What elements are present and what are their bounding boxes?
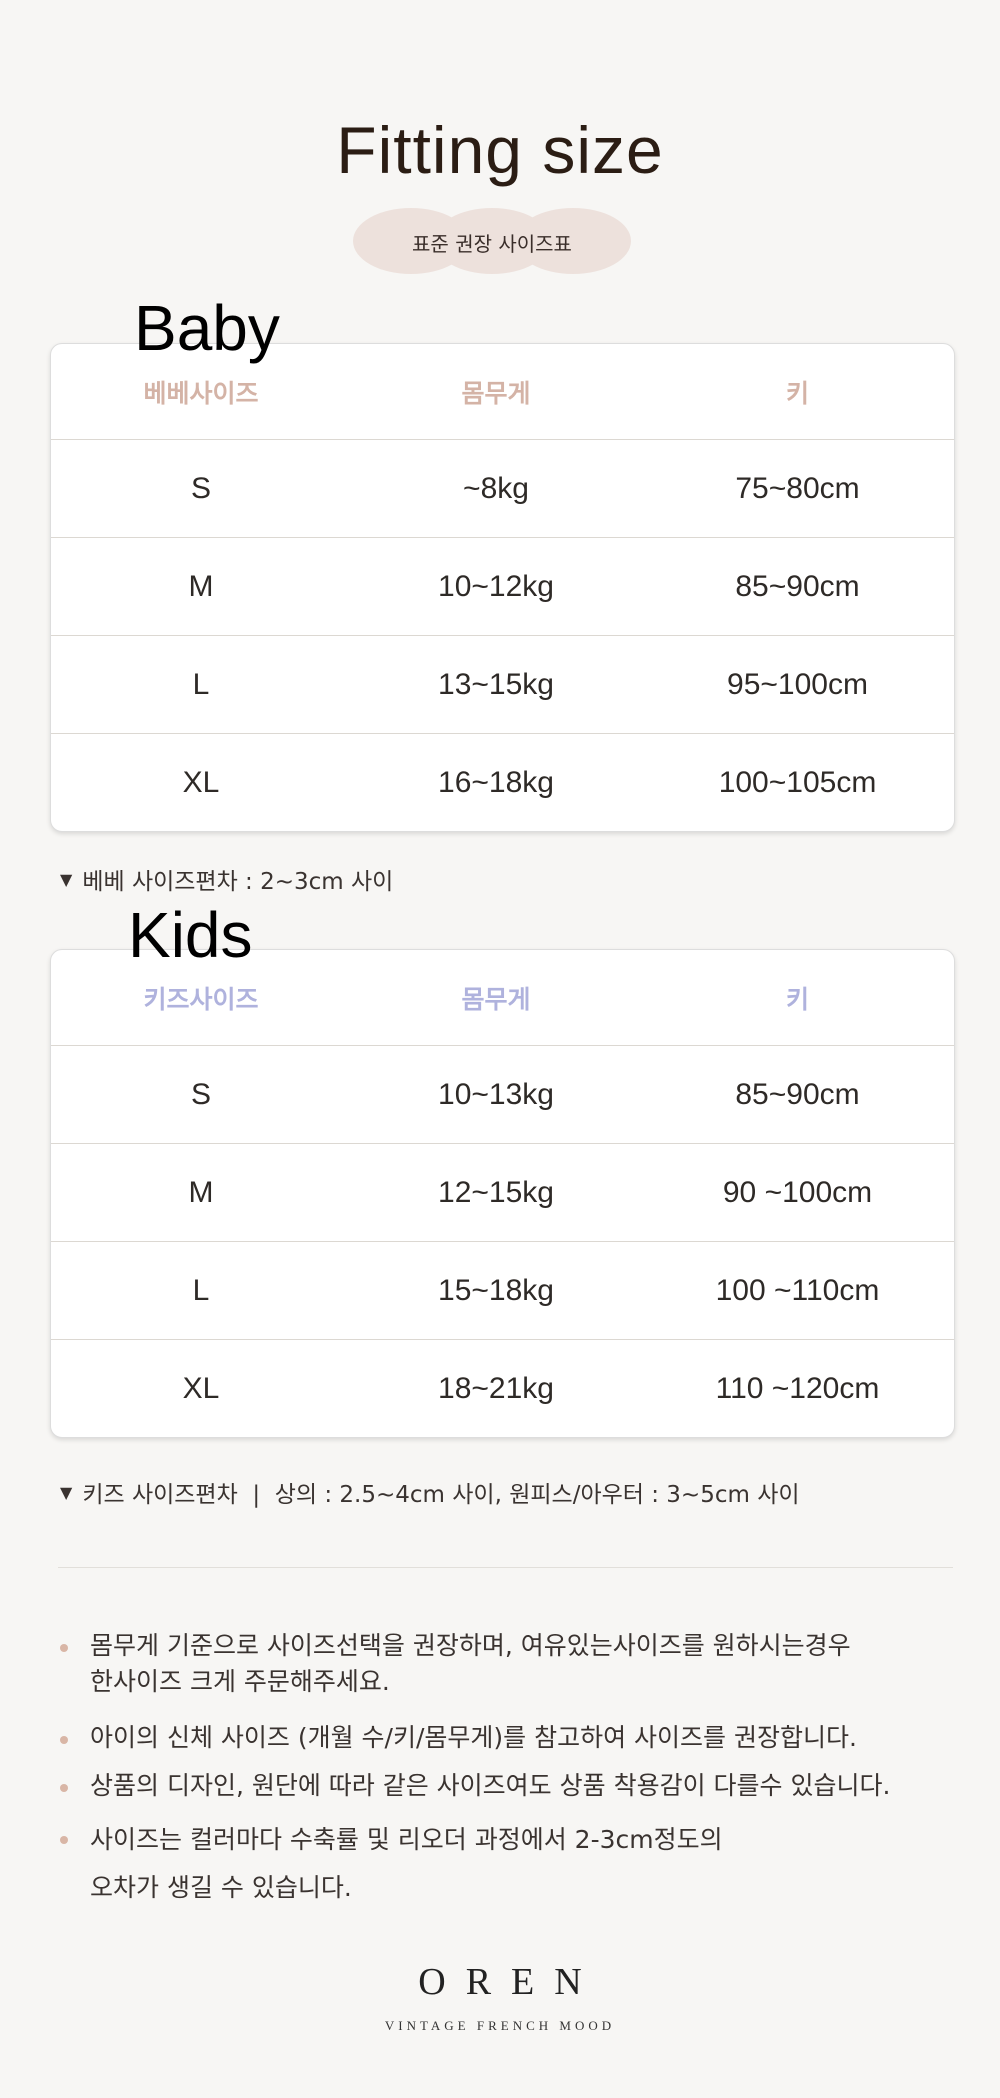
height-cell: 110 ~120cm	[715, 1371, 880, 1405]
height-cell: 100 ~110cm	[715, 1273, 880, 1307]
table-row: M 12~15kg 90 ~100cm	[51, 1143, 954, 1241]
kids-label: Kids	[128, 899, 253, 971]
weight-cell: ~8kg	[463, 471, 529, 505]
notice-item: 상품의 디자인, 원단에 따라 같은 사이즈여도 상품 착용감이 다를수 있습니…	[60, 1768, 960, 1804]
notice-text: 사이즈는 컬러마다 수축률 및 리오더 과정에서 2-3cm정도의 오차가 생길…	[90, 1825, 723, 1902]
size-cell: M	[188, 1175, 214, 1209]
table-row: S ~8kg 75~80cm	[51, 439, 954, 537]
weight-cell: 10~13kg	[438, 1077, 554, 1111]
height-cell: 75~80cm	[735, 471, 860, 505]
baby-label: Baby	[134, 292, 280, 364]
weight-cell: 10~12kg	[438, 569, 554, 603]
column-header: 키	[785, 378, 809, 408]
subtitle-badge: 표준 권장 사이즈표	[353, 208, 631, 276]
height-cell: 100~105cm	[718, 765, 877, 799]
weight-cell: 12~15kg	[438, 1175, 554, 1209]
size-cell: M	[188, 569, 214, 603]
size-cell: L	[192, 667, 210, 701]
baby-size-note: ▼ 베베 사이즈편차 : 2~3cm 사이	[60, 862, 393, 896]
brand-logo: OREN	[418, 1961, 602, 2003]
column-header: 베베사이즈	[143, 378, 259, 408]
height-cell: 90 ~100cm	[722, 1175, 873, 1209]
size-cell: S	[190, 471, 211, 505]
bullet-icon	[60, 1836, 68, 1844]
notice-text: 몸무게 기준으로 사이즈선택을 권장하며, 여유있는사이즈를 원하시는경우 한사…	[90, 1631, 851, 1696]
bullet-icon	[60, 1784, 68, 1792]
chevron-down-icon: ▼	[60, 869, 73, 889]
table-row: L 13~15kg 95~100cm	[51, 635, 954, 733]
table-row: M 10~12kg 85~90cm	[51, 537, 954, 635]
baby-size-table: 베베사이즈 몸무게 키 S ~8kg 75~80cm M 10~12kg 85~90cm…	[50, 343, 955, 832]
notice-text: 아이의 신체 사이즈 (개월 수/키/몸무게)를 참고하여 사이즈를 권장합니다…	[90, 1723, 857, 1752]
size-cell: L	[192, 1273, 210, 1307]
table-row: XL 18~21kg 110 ~120cm	[51, 1339, 954, 1437]
weight-cell: 18~21kg	[438, 1371, 554, 1405]
weight-cell: 16~18kg	[438, 765, 554, 799]
chevron-down-icon: ▼	[60, 1482, 73, 1502]
badge-blob	[515, 208, 631, 274]
weight-cell: 13~15kg	[438, 667, 554, 701]
bullet-icon	[60, 1736, 68, 1744]
height-cell: 85~90cm	[735, 569, 860, 603]
column-header: 키즈사이즈	[143, 984, 259, 1014]
brand-tagline: VINTAGE FRENCH MOOD	[384, 2018, 616, 2033]
height-cell: 85~90cm	[735, 1077, 860, 1111]
bullet-icon	[60, 1644, 68, 1652]
table-header: 베베사이즈 몸무게 키	[51, 344, 954, 439]
size-cell: XL	[182, 765, 220, 799]
divider	[58, 1567, 953, 1568]
column-header: 몸무게	[461, 378, 531, 408]
kids-size-note: ▼ 키즈 사이즈편차 | 상의 : 2.5~4cm 사이, 원피스/아우터 : …	[60, 1475, 800, 1509]
notice-item: 몸무게 기준으로 사이즈선택을 권장하며, 여유있는사이즈를 원하시는경우 한사…	[60, 1628, 960, 1700]
column-header: 키	[785, 984, 809, 1014]
table-header: 키즈사이즈 몸무게 키	[51, 950, 954, 1045]
note-text: 베베 사이즈편차 : 2~3cm 사이	[82, 869, 394, 895]
height-cell: 95~100cm	[727, 667, 868, 701]
notice-item: 아이의 신체 사이즈 (개월 수/키/몸무게)를 참고하여 사이즈를 권장합니다…	[60, 1720, 960, 1756]
kids-size-table: 키즈사이즈 몸무게 키 S 10~13kg 85~90cm M 12~15kg 90 ~…	[50, 949, 955, 1438]
subtitle-text: 표준 권장 사이즈표	[412, 232, 572, 256]
page-title: Fitting size	[336, 113, 664, 187]
note-text: 키즈 사이즈편차 | 상의 : 2.5~4cm 사이, 원피스/아우터 : 3~…	[82, 1482, 800, 1508]
size-cell: S	[190, 1077, 211, 1111]
table-row: XL 16~18kg 100~105cm	[51, 733, 954, 831]
column-header: 몸무게	[461, 984, 531, 1014]
size-cell: XL	[182, 1371, 220, 1405]
weight-cell: 15~18kg	[438, 1273, 554, 1307]
table-row: S 10~13kg 85~90cm	[51, 1045, 954, 1143]
notice-text: 상품의 디자인, 원단에 따라 같은 사이즈여도 상품 착용감이 다를수 있습니…	[90, 1771, 891, 1800]
notice-item: 사이즈는 컬러마다 수축률 및 리오더 과정에서 2-3cm정도의 오차가 생길…	[60, 1816, 960, 1912]
table-row: L 15~18kg 100 ~110cm	[51, 1241, 954, 1339]
